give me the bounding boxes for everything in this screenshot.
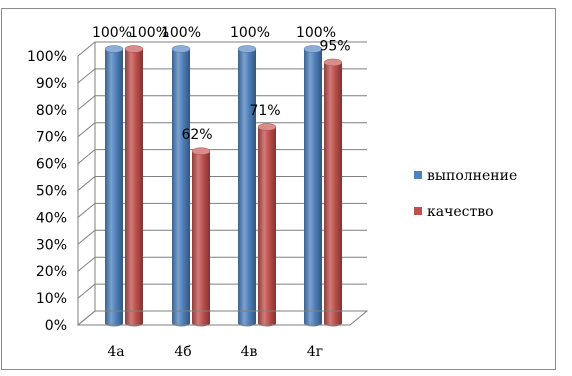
data-label: 100%	[92, 25, 132, 41]
y-tick-label: 30%	[36, 237, 67, 253]
bar-1-1	[191, 147, 211, 327]
x-tick-label: 4в	[241, 344, 258, 360]
bar-top	[171, 45, 191, 53]
bar-top	[257, 123, 277, 131]
y-tick-label: 20%	[36, 264, 67, 280]
bar-0-1	[171, 45, 191, 327]
x-axis: 4а 4б 4в 4г	[76, 310, 369, 360]
y-tick-label: 70%	[36, 130, 67, 146]
data-label: 100%	[129, 25, 169, 41]
bar-body	[238, 49, 256, 327]
bar-body	[172, 49, 190, 327]
gridline-depth	[77, 229, 96, 245]
bar-1-3	[323, 58, 343, 327]
y-tick-label: 80%	[36, 103, 67, 119]
bar-1-0	[124, 45, 144, 327]
gridline-depth	[77, 203, 96, 218]
data-label: 71%	[249, 103, 280, 119]
gridline-depth	[77, 95, 96, 111]
bar-top	[191, 147, 211, 155]
bar-body	[324, 62, 342, 327]
y-tick-label: 60%	[36, 157, 67, 173]
data-label: 95%	[319, 38, 350, 54]
gridline-depth	[77, 283, 96, 299]
bar-body	[304, 49, 322, 327]
data-label: 100%	[296, 25, 336, 41]
bar-top	[323, 58, 343, 67]
x-tick-label: 4а	[107, 344, 124, 360]
x-tick-label: 4г	[307, 344, 323, 360]
gridline-depth	[77, 122, 96, 138]
bar-0-3	[303, 45, 323, 327]
legend-swatch	[414, 171, 422, 179]
bar-body	[125, 49, 143, 327]
bars	[104, 45, 343, 327]
bar-body	[105, 49, 123, 327]
y-axis: 0% 10% 20% 30% 40% 50% 60% 70% 80% 90% 100%	[27, 42, 96, 334]
gridline-depth	[77, 256, 96, 272]
bar-top	[303, 45, 323, 53]
data-labels: 100%100%100%62%100%71%100%95%	[92, 25, 351, 143]
gridline-depth	[77, 68, 96, 84]
y-tick-label: 50%	[36, 184, 67, 200]
data-label: 62%	[181, 127, 212, 143]
data-label: 100%	[161, 25, 201, 41]
data-label: 100%	[230, 25, 270, 41]
bar-top	[124, 45, 144, 53]
bar-body	[192, 151, 210, 327]
bar-0-2	[237, 45, 257, 327]
bar-0-0	[104, 45, 124, 327]
bar-top	[104, 45, 124, 53]
y-tick-label: 40%	[36, 210, 67, 226]
gridline-depth	[77, 149, 96, 164]
legend-label: выполнение	[427, 168, 517, 184]
y-tick-label: 10%	[36, 291, 67, 307]
y-tick-label: 90%	[36, 76, 67, 92]
gridline-depth	[77, 176, 96, 191]
y-tick-label: 0%	[45, 318, 67, 334]
legend-label: качество	[427, 204, 494, 220]
gridline-depth	[77, 41, 96, 57]
legend: выполнение качество	[414, 168, 517, 220]
y-tick-label: 100%	[27, 49, 67, 65]
x-axis-floor	[76, 310, 369, 326]
legend-swatch	[414, 207, 422, 215]
chart-frame	[1, 8, 556, 370]
x-tick-label: 4б	[174, 344, 191, 360]
bar-top	[237, 45, 257, 53]
bar-1-2	[257, 123, 277, 327]
bar-body	[258, 127, 276, 327]
